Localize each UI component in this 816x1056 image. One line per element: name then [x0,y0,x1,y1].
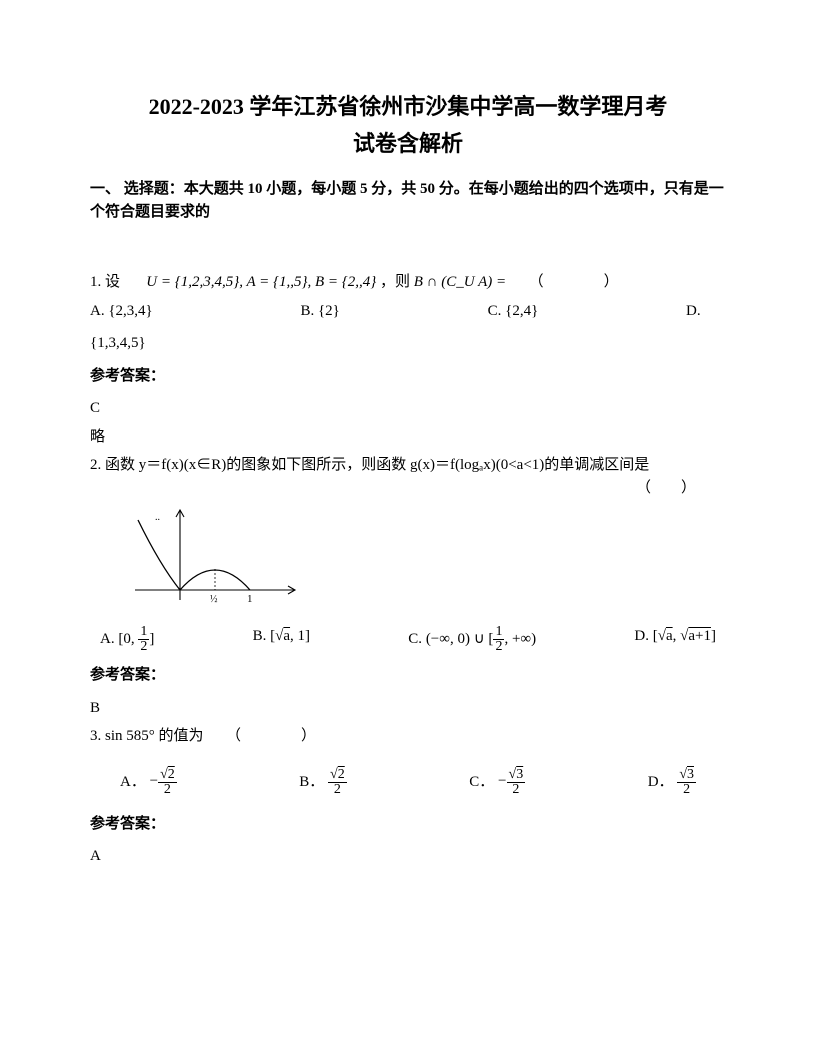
q1-opt-a-label: A. [90,303,105,319]
q3-opt-a-label: A． [120,773,146,789]
q1-extra: 略 [90,426,726,449]
q1-opt-d-value: {1,3,4,5} [90,335,146,351]
svg-text:1: 1 [247,593,253,605]
q3-answer: A [90,845,726,868]
q2-opt-d: D. [√a, √a+1] [634,625,716,654]
q1-opt-d: D. [686,300,726,323]
q2-blank-row: （ ） [90,477,726,500]
q1-opt-d-value-row: {1,3,4,5} [90,332,726,355]
q2-answer: B [90,697,726,720]
q2-opt-c-label: C. [408,631,422,647]
q3-opt-d: D． √32 [648,768,696,797]
q2-opt-a-value: [0, 12] [118,631,154,647]
svg-text:..: .. [155,512,160,523]
q1-opt-c: C. {2,4} [488,300,539,323]
q3-opt-a: A． −√22 [120,768,177,797]
svg-text:½: ½ [210,594,218,605]
q3-tail: 的值为 （ ） [159,728,317,744]
q1-opt-b-label: B. [300,303,314,319]
q3-opt-c-value: −√32 [498,773,525,789]
q2-blank: （ ） [636,480,696,496]
q3-answer-label: 参考答案： [90,813,726,836]
q2-stem: 函数 y＝f(x)(x∈R)的图象如下图所示，则函数 g(x)＝f(logₐx)… [105,457,649,473]
section-1-heading: 一、 选择题：本大题共 10 小题，每小题 5 分，共 50 分。在每小题给出的… [90,178,726,223]
q2-graph: ½ 1 .. [120,505,310,615]
q2-opt-b-label: B. [253,628,267,644]
doc-title-line1: 2022-2023 学年江苏省徐州市沙集中学高一数学理月考 [90,90,726,123]
q1-set-expr: U = {1,2,3,4,5}, A = {1,,5}, B = {2,,4} [146,274,376,290]
q3-opt-b: B． √22 [299,768,346,797]
q2-opt-c-value: (−∞, 0) ∪ [12, +∞) [426,631,536,647]
q1-lead: 设 [105,274,120,290]
doc-title-line2: 试卷含解析 [90,127,726,160]
q3-options: A． −√22 B． √22 C． −√32 D． √32 [90,768,726,797]
q2-opt-d-value: [√a, √a+1] [653,628,716,644]
q2-opt-b: B. [√a, 1] [253,625,310,654]
question-1: 1. 设 U = {1,2,3,4,5}, A = {1,,5}, B = {2… [90,271,726,294]
q1-opt-d-label: D. [686,303,701,319]
q3-opt-a-value: −√22 [150,773,177,789]
q1-opt-a: A. {2,3,4} [90,300,153,323]
q1-options: A. {2,3,4} B. {2} C. {2,4} D. [90,300,726,323]
q2-opt-c: C. (−∞, 0) ∪ [12, +∞) [408,625,536,654]
q3-opt-d-label: D． [648,773,674,789]
q2-opt-a: A. [0, 12] [100,625,154,654]
q2-opt-b-value: [√a, 1] [270,628,310,644]
q1-answer: C [90,397,726,420]
q3-expr: sin 585° [105,728,155,744]
q2-number: 2. [90,457,101,473]
q3-opt-b-value: √22 [328,773,347,789]
q1-opt-c-label: C. [488,303,502,319]
q1-opt-b-value: {2} [318,303,340,319]
q1-answer-label: 参考答案： [90,365,726,388]
q1-number: 1. [90,274,101,290]
q1-mid: ，则 [380,274,410,290]
question-3: 3. sin 585° 的值为 （ ） [90,725,726,748]
q3-opt-b-label: B． [299,773,324,789]
q1-rhs: B ∩ (C_U A) = [414,274,506,290]
q1-opt-a-value: {2,3,4} [108,303,152,319]
q3-opt-c-label: C． [469,773,494,789]
q3-number: 3. [90,728,101,744]
q3-opt-c: C． −√32 [469,768,525,797]
q2-options: A. [0, 12] B. [√a, 1] C. (−∞, 0) ∪ [12, … [90,625,726,654]
q1-opt-b: B. {2} [300,300,339,323]
q1-blank: （ ） [529,274,619,290]
question-2: 2. 函数 y＝f(x)(x∈R)的图象如下图所示，则函数 g(x)＝f(log… [90,454,726,477]
q3-opt-d-value: √32 [677,773,696,789]
q1-opt-c-value: {2,4} [505,303,538,319]
q2-answer-label: 参考答案： [90,664,726,687]
q2-opt-a-label: A. [100,631,115,647]
q2-opt-d-label: D. [634,628,649,644]
